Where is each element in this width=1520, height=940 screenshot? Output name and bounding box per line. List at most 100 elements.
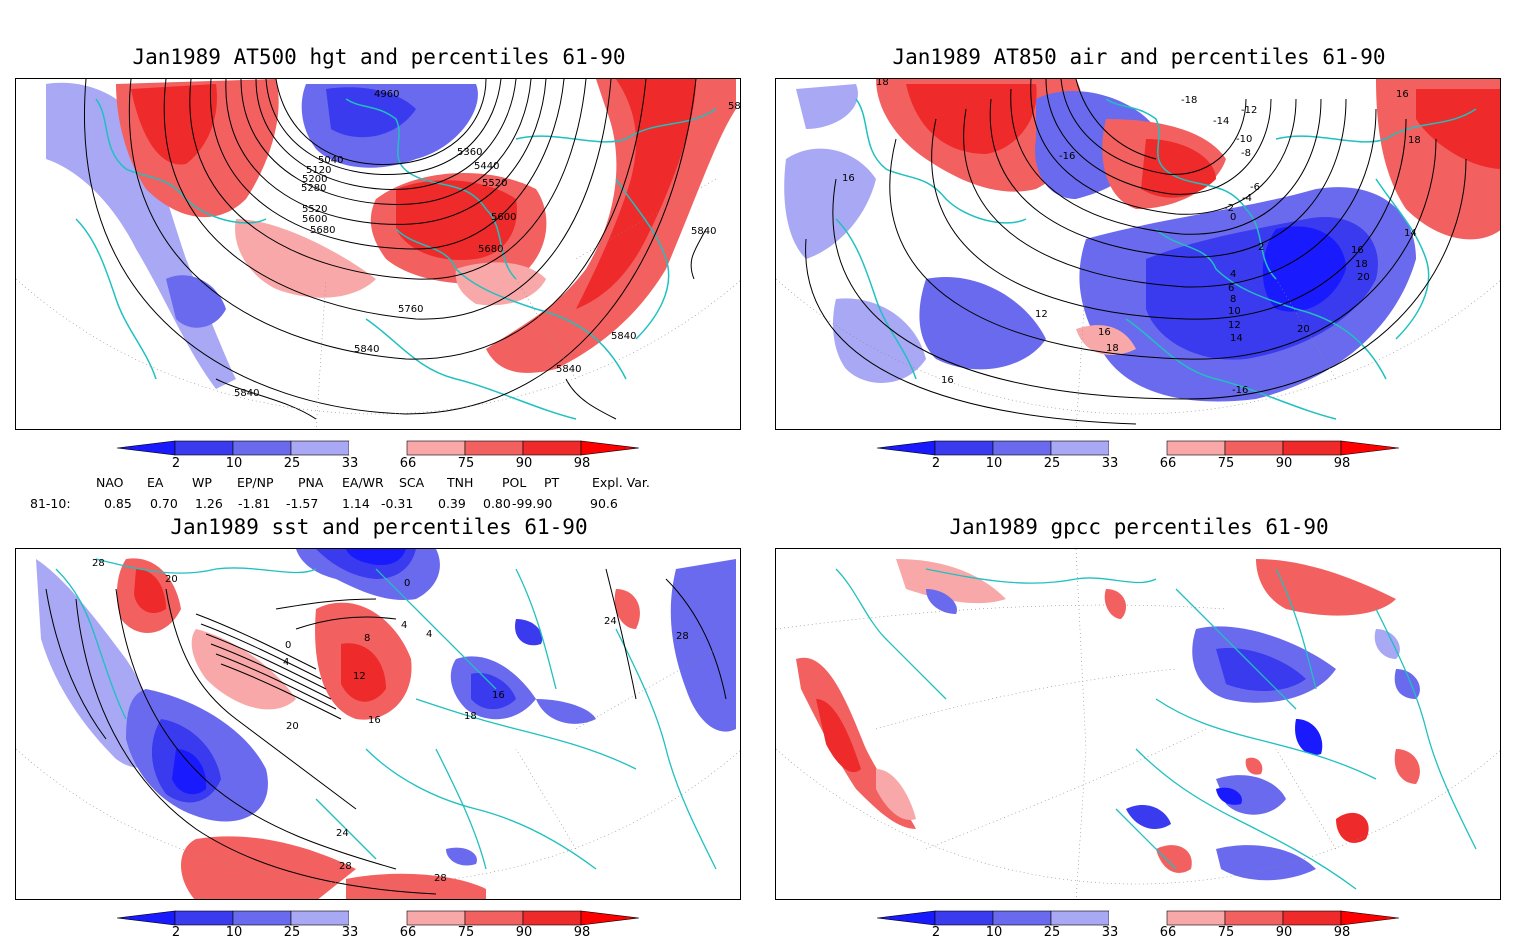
contour-label: 4960 [374,89,399,100]
contour-label: 16 [368,715,381,726]
colorbar-segment [464,440,524,456]
coastlines-air850 [835,98,1477,420]
tc-row-label: 81-10: [30,496,71,511]
colorbar-2 [877,440,1400,456]
contour-label: 28 [676,631,689,642]
contour-label: 12 [1228,320,1241,331]
contour-label: 16 [1098,327,1111,338]
contour-label: 10 [1228,306,1241,317]
tc-header: WP [192,475,212,490]
contour-label: 4 [283,657,289,668]
tc-value: 0.80 [483,496,511,511]
contour-label: 5440 [474,161,499,172]
tc-value: 0.70 [150,496,178,511]
cbar-tick-label: 90 [1275,925,1293,940]
graticule-air850 [776,278,1500,429]
contour-label: 6 [1228,283,1234,294]
cbar-tick-label: 98 [1333,456,1351,471]
cbar-tick-label: 2 [171,925,181,940]
tc-header: TNH [447,475,474,490]
colorbar-segment [934,910,994,926]
contour-label: 18 [1408,135,1421,146]
contour-label: 24 [336,828,349,839]
contour-label: 16 [941,375,954,386]
contour-label: 24 [604,616,617,627]
graticule-sst [16,648,740,885]
cbar-tick-label: 2 [931,456,941,471]
colorbar-segment [934,440,994,456]
contour-label: 2 [1258,242,1264,253]
tc-value: -1.81 [238,496,271,511]
contour-label: 5280 [301,183,326,194]
cbar-tick-label: 33 [1101,925,1119,940]
contour-label: 8 [1230,294,1236,305]
contour-label: -16 [1059,151,1075,162]
contour-label: 28 [434,873,447,884]
colorbar-arrow-low [117,440,176,456]
cbar-tick-label: 75 [457,925,475,940]
contour-label: -12 [1241,105,1257,116]
colorbar-segment [1282,440,1342,456]
cbar-tick-label: 66 [1159,456,1177,471]
cbar-tick-label: 66 [399,925,417,940]
colorbar-segment [1224,440,1284,456]
contour-label: 20 [286,721,299,732]
tc-header: EP/NP [237,475,274,490]
tc-value: 0.85 [104,496,132,511]
contour-label: 4 [1230,269,1236,280]
contour-label: 18 [464,711,477,722]
contours-sst [45,568,727,895]
contour-label: 5520 [482,178,507,189]
tc-header: EA [147,475,164,490]
contour-label: 5840 [611,331,636,342]
colorbar-segment [406,440,466,456]
contour-label: 20 [1297,324,1310,335]
map-panel-hgt500: 4960 5040 5120 5200 5280 5360 5440 5520 … [15,78,741,430]
contour-label: 18 [876,79,889,88]
contour-labels-hgt500: 4960 5040 5120 5200 5280 5360 5440 5520 … [234,89,741,399]
cbar-tick-label: 66 [399,456,417,471]
contour-label: 16 [1396,89,1409,100]
contour-label: 5840 [728,101,741,112]
cbar-tick-label: 10 [225,925,243,940]
contour-label: 0 [404,578,410,589]
colorbar-segment [522,440,582,456]
tc-header: POL [502,475,527,490]
contour-label: -18 [1181,95,1197,106]
contour-label: 28 [339,861,352,872]
cbar-tick-label: 2 [171,456,181,471]
contour-label: 5520 [302,204,327,215]
tc-header: SCA [399,475,425,490]
graticule-hgt500 [16,178,740,429]
map-panel-air850: -18 -14 -12 -10 -8 -6 -4 -2 0 2 4 6 8 10… [775,78,1501,430]
colorbar-arrow-high [580,910,640,926]
colorbar-segment [1282,910,1342,926]
coastlines-gpcc [835,568,1477,890]
cbar-tick-label: 25 [283,456,301,471]
colorbar-4 [877,910,1400,926]
colorbar-segment [174,440,234,456]
cbar-tick-label: 98 [573,456,591,471]
contour-label: 5360 [457,147,482,158]
map-sst-svg: 28 20 0 4 0 4 8 12 16 16 18 20 24 28 28 … [16,549,740,899]
panel1-title: Jan1989 AT500 hgt and percentiles 61-90 [132,45,626,69]
tc-value: -1.57 [286,496,319,511]
colorbar-arrow-low [877,910,936,926]
colorbar-segment [992,440,1052,456]
colorbar-segment [992,910,1052,926]
map-air850-svg: -18 -14 -12 -10 -8 -6 -4 -2 0 2 4 6 8 10… [776,79,1500,429]
contour-label: -10 [1236,134,1252,145]
contour-label: 8 [364,633,370,644]
contour-label: 18 [1106,343,1119,354]
tc-value: 1.26 [195,496,223,511]
colorbar-segment [232,910,292,926]
cbar-tick-label: 33 [341,456,359,471]
contours-air850 [805,79,1467,425]
cbar-tick-label: 10 [225,456,243,471]
cbar-tick-label: 25 [1043,925,1061,940]
colorbar-segment [1109,911,1167,925]
contour-label: 5600 [302,214,327,225]
map-gpcc-svg [776,549,1500,899]
contour-label: 18 [1355,259,1368,270]
colorbar-segment [290,440,350,456]
